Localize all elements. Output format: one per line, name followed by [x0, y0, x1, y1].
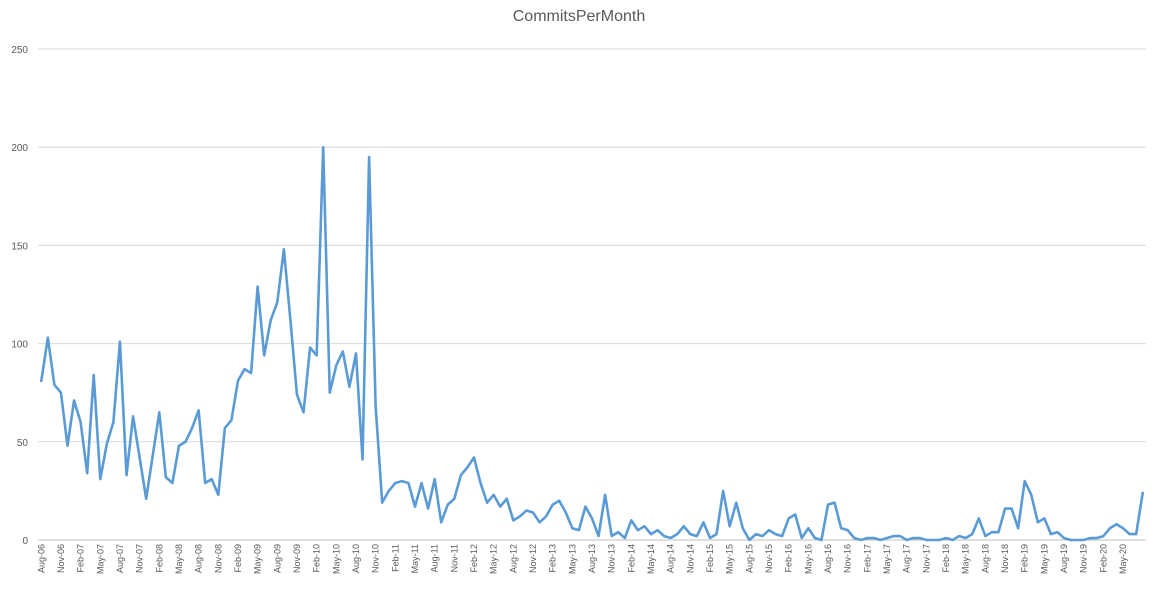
y-tick-label: 50 [17, 438, 29, 449]
x-tick-label: Aug-13 [587, 544, 597, 573]
x-tick-label: Aug-14 [666, 544, 676, 573]
x-tick-label: Aug-18 [980, 544, 990, 573]
x-tick-label: Nov-18 [1000, 544, 1010, 573]
x-tick-label: Feb-08 [154, 544, 164, 573]
x-tick-label: May-15 [725, 544, 735, 574]
x-tick-label: Feb-10 [312, 544, 322, 573]
x-tick-label: Feb-13 [548, 544, 558, 573]
x-tick-label: Nov-19 [1079, 544, 1089, 573]
x-tick-label: Aug-16 [823, 544, 833, 573]
x-tick-label: May-09 [253, 544, 263, 574]
x-tick-label: May-10 [331, 544, 341, 574]
x-tick-label: May-19 [1039, 544, 1049, 574]
x-tick-label: Feb-11 [390, 544, 400, 572]
y-tick-label: 100 [11, 340, 28, 351]
x-tick-label: Nov-07 [135, 544, 145, 573]
chart-title: CommitsPerMonth [512, 8, 646, 25]
x-tick-label: Nov-17 [921, 544, 931, 573]
x-tick-label: Nov-10 [371, 544, 381, 573]
x-tick-label: May-20 [1118, 544, 1128, 574]
x-tick-label: Nov-11 [449, 544, 459, 572]
x-tick-label: Nov-16 [843, 544, 853, 573]
y-tick-label: 200 [11, 143, 28, 154]
y-tick-label: 250 [11, 45, 28, 56]
x-tick-label: Aug-10 [351, 544, 361, 573]
series-line-commits [39, 145, 1145, 542]
x-tick-label: Feb-09 [233, 544, 243, 573]
x-tick-label: May-18 [961, 544, 971, 574]
x-tick-label: Feb-18 [941, 544, 951, 573]
x-tick-label: Aug-09 [272, 544, 282, 573]
x-tick-label: Aug-17 [902, 544, 912, 573]
x-tick-label: Feb-19 [1020, 544, 1030, 573]
x-tick-label: Aug-07 [115, 544, 125, 573]
x-tick-label: Feb-15 [705, 544, 715, 573]
x-tick-label: Nov-06 [56, 544, 66, 573]
x-tick-label: Aug-12 [508, 544, 518, 573]
x-tick-label: Nov-09 [292, 544, 302, 573]
x-tick-label: Nov-08 [213, 544, 223, 573]
x-tick-label: May-08 [174, 544, 184, 574]
x-tick-label: Nov-14 [685, 544, 695, 573]
y-tick-label: 0 [22, 536, 28, 547]
x-tick-label: Aug-08 [194, 544, 204, 573]
x-tick-label: May-12 [489, 544, 499, 574]
x-tick-label: May-11 [410, 544, 420, 573]
x-tick-label: Feb-16 [784, 544, 794, 573]
x-tick-label: May-13 [567, 544, 577, 574]
x-tick-label: Nov-13 [607, 544, 617, 573]
x-tick-label: Feb-07 [76, 544, 86, 573]
x-tick-label: Feb-20 [1098, 544, 1108, 573]
x-tick-label: Aug-11 [430, 544, 440, 572]
x-tick-label: Aug-15 [744, 544, 754, 573]
x-tick-label: Feb-12 [469, 544, 479, 573]
x-tick-label: May-07 [95, 544, 105, 574]
x-tick-label: Aug-06 [36, 544, 46, 573]
x-tick-label: May-16 [803, 544, 813, 574]
x-tick-label: Feb-14 [626, 544, 636, 573]
x-tick-label: May-14 [646, 544, 656, 574]
x-tick-label: May-17 [882, 544, 892, 574]
x-tick-label: Nov-15 [764, 544, 774, 573]
x-tick-label: Nov-12 [528, 544, 538, 573]
y-tick-label: 150 [11, 241, 28, 252]
x-tick-label: Aug-19 [1059, 544, 1069, 573]
x-tick-label: Feb-17 [862, 544, 872, 573]
